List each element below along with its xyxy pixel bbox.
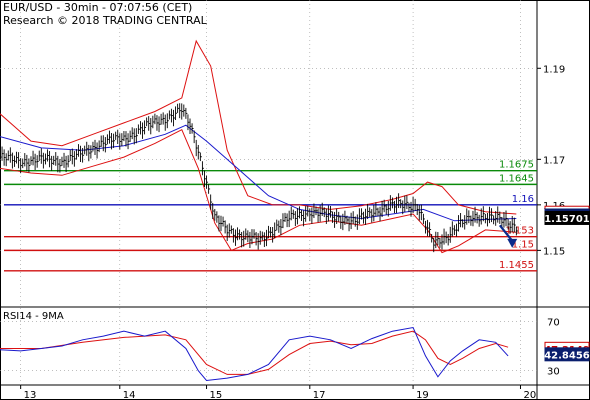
- rsi-tag-label: 42.8456: [544, 350, 590, 361]
- x-tick-label: 17: [313, 390, 326, 400]
- x-tick-label: 20: [523, 390, 536, 400]
- price-tag-label: 1.15701: [544, 214, 590, 225]
- forecast-arrow-head: [507, 238, 518, 248]
- x-tick-label: 15: [210, 390, 223, 400]
- level-label: 1.1645: [499, 173, 534, 184]
- y-tick-label: 1.15: [543, 246, 565, 257]
- level-label: 1.15: [512, 239, 534, 250]
- level-label: 1.1455: [499, 260, 534, 271]
- rsi-tick-label: 70: [547, 317, 560, 328]
- moving-average-line: [0, 124, 517, 222]
- x-tick-label: 19: [416, 390, 429, 400]
- level-label: 1.1675: [499, 160, 534, 171]
- x-tick-label: 13: [24, 390, 37, 400]
- chart-credit: Research © 2018 TRADING CENTRAL: [3, 14, 207, 27]
- level-label: 1.16: [512, 194, 534, 205]
- forecast-arrow-shaft: [498, 224, 514, 242]
- price-tag: [544, 210, 590, 225]
- rsi-line: [0, 326, 509, 382]
- rsi-panel-title: RSI14 - 9MA: [3, 311, 64, 322]
- rsi-tick-label: 30: [547, 367, 560, 378]
- level-label: 1.153: [505, 226, 534, 237]
- chart-title: EUR/USD - 30min - 07:07:56 (CET): [3, 1, 193, 14]
- x-tick-label: 14: [123, 390, 136, 400]
- y-tick-label: 1.17: [543, 155, 565, 166]
- upper-band-line: [0, 39, 517, 215]
- rsi-tag: [544, 347, 590, 362]
- rsi-ma-line: [0, 330, 509, 375]
- y-tick-label: 1.19: [543, 64, 565, 75]
